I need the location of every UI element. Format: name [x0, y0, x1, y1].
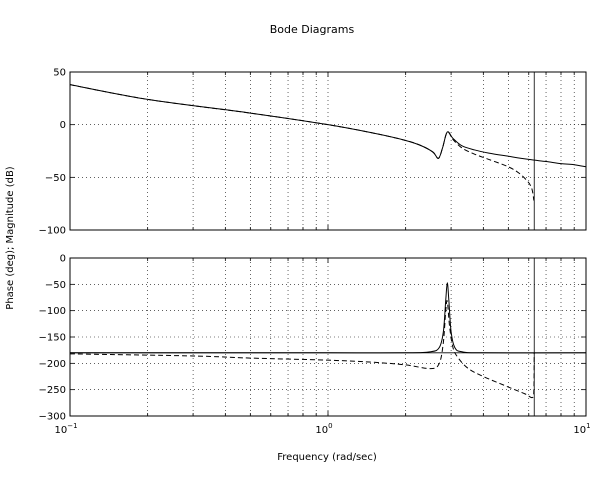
phase-x-tick-label: 101 — [573, 422, 590, 436]
phase-y-tick-label: −250 — [39, 385, 66, 396]
magnitude-y-tick-label: −100 — [39, 226, 66, 237]
magnitude-series-dashed — [69, 84, 535, 201]
phase-x-tick-label: 10−1 — [54, 422, 77, 436]
phase-y-tick-label: −50 — [45, 280, 66, 291]
magnitude-panel: 50 0 −50 −100 — [39, 68, 587, 237]
phase-y-tick-label: −200 — [39, 359, 66, 370]
phase-y-tick-label: 0 — [60, 254, 66, 265]
phase-y-tick-label: −100 — [39, 306, 66, 317]
phase-series-dashed — [69, 300, 535, 399]
phase-x-tick-label: 100 — [315, 422, 332, 436]
phase-y-tick-label: −300 — [39, 412, 66, 423]
y-axis-label: Phase (deg); Magnitude (dB) — [5, 166, 16, 310]
phase-series-solid — [70, 282, 587, 354]
magnitude-y-tick-label: −50 — [45, 173, 66, 184]
magnitude-y-tick-label: 50 — [53, 68, 66, 79]
x-axis-label: Frequency (rad/sec) — [277, 452, 377, 463]
magnitude-y-tick-label: 0 — [60, 120, 66, 131]
phase-y-tick-label: −150 — [39, 333, 66, 344]
chart-title: Bode Diagrams — [270, 23, 355, 36]
